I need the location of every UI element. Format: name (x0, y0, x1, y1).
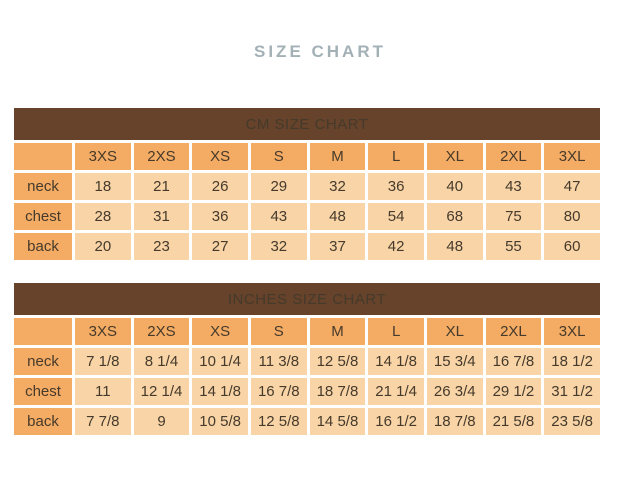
cm-table-banner-row: CM SIZE CHART (11, 105, 603, 143)
inches-size-header-row: 3XS 2XS XS S M L XL 2XL 3XL (11, 315, 603, 348)
table-cell: 42 (365, 230, 427, 263)
size-column-header: XS (189, 315, 251, 348)
table-cell: 32 (247, 230, 310, 263)
table-cell: 12 1/4 (130, 375, 193, 408)
row-label: back (11, 230, 75, 263)
size-column-header: 3XS (72, 140, 134, 173)
table-cell: 23 5/8 (541, 405, 603, 438)
table-cell: 40 (423, 170, 486, 203)
row-label: chest (11, 375, 75, 408)
size-column-header: M (306, 140, 369, 173)
table-cell: 15 3/4 (423, 345, 486, 378)
table-cell: 23 (130, 230, 193, 263)
table-row-chest: chest 28 31 36 43 48 54 68 75 80 (11, 200, 603, 233)
table-cell: 48 (306, 200, 369, 233)
table-cell: 21 5/8 (482, 405, 545, 438)
table-cell: 80 (541, 200, 603, 233)
table-cell: 60 (541, 230, 603, 263)
table-cell: 28 (72, 200, 134, 233)
row-label: neck (11, 170, 75, 203)
table-cell: 26 3/4 (423, 375, 486, 408)
table-cell: 26 (189, 170, 251, 203)
corner-cell (11, 315, 75, 348)
table-cell: 48 (423, 230, 486, 263)
table-cell: 36 (189, 200, 251, 233)
corner-cell (11, 140, 75, 173)
table-cell: 12 5/8 (247, 405, 310, 438)
table-cell: 16 1/2 (365, 405, 427, 438)
table-row-neck: neck 18 21 26 29 32 36 40 43 47 (11, 170, 603, 203)
table-cell: 9 (130, 405, 193, 438)
inches-table-title: INCHES SIZE CHART (11, 280, 603, 318)
table-cell: 31 (130, 200, 193, 233)
table-cell: 31 1/2 (541, 375, 603, 408)
table-row-chest: chest 11 12 1/4 14 1/8 16 7/8 18 7/8 21 … (11, 375, 603, 408)
table-cell: 75 (482, 200, 545, 233)
table-cell: 37 (306, 230, 369, 263)
size-column-header: L (365, 140, 427, 173)
table-cell: 68 (423, 200, 486, 233)
table-cell: 18 1/2 (541, 345, 603, 378)
table-row-back: back 7 7/8 9 10 5/8 12 5/8 14 5/8 16 1/2… (11, 405, 603, 438)
inches-size-table: INCHES SIZE CHART 3XS 2XS XS S M L XL 2X… (11, 280, 603, 438)
table-cell: 43 (247, 200, 310, 233)
size-column-header: L (365, 315, 427, 348)
cm-size-header-row: 3XS 2XS XS S M L XL 2XL 3XL (11, 140, 603, 173)
size-column-header: 3XS (72, 315, 134, 348)
page-title: SIZE CHART (254, 42, 386, 61)
row-label: back (11, 405, 75, 438)
size-column-header: 2XS (130, 140, 193, 173)
table-row-back: back 20 23 27 32 37 42 48 55 60 (11, 230, 603, 263)
size-column-header: S (247, 315, 310, 348)
table-cell: 16 7/8 (482, 345, 545, 378)
table-cell: 7 7/8 (72, 405, 134, 438)
table-cell: 14 1/8 (189, 375, 251, 408)
cm-table-title: CM SIZE CHART (11, 105, 603, 143)
table-cell: 21 1/4 (365, 375, 427, 408)
cm-size-table: CM SIZE CHART 3XS 2XS XS S M L XL 2XL 3X… (11, 105, 603, 263)
table-cell: 10 5/8 (189, 405, 251, 438)
table-cell: 11 3/8 (247, 345, 310, 378)
size-column-header: 3XL (541, 315, 603, 348)
size-column-header: 2XL (482, 315, 545, 348)
size-column-header: S (247, 140, 310, 173)
inches-table-banner-row: INCHES SIZE CHART (11, 280, 603, 318)
table-cell: 18 (72, 170, 134, 203)
table-cell: 16 7/8 (247, 375, 310, 408)
table-cell: 32 (306, 170, 369, 203)
size-column-header: XL (423, 315, 486, 348)
table-cell: 43 (482, 170, 545, 203)
table-cell: 10 1/4 (189, 345, 251, 378)
table-cell: 11 (72, 375, 134, 408)
size-column-header: 2XS (130, 315, 193, 348)
size-column-header: 3XL (541, 140, 603, 173)
table-cell: 18 7/8 (423, 405, 486, 438)
table-cell: 21 (130, 170, 193, 203)
table-cell: 14 5/8 (306, 405, 369, 438)
table-cell: 12 5/8 (306, 345, 369, 378)
table-cell: 29 1/2 (482, 375, 545, 408)
table-cell: 14 1/8 (365, 345, 427, 378)
table-cell: 36 (365, 170, 427, 203)
table-cell: 27 (189, 230, 251, 263)
row-label: chest (11, 200, 75, 233)
size-column-header: XL (423, 140, 486, 173)
table-cell: 29 (247, 170, 310, 203)
table-cell: 8 1/4 (130, 345, 193, 378)
table-cell: 47 (541, 170, 603, 203)
table-cell: 20 (72, 230, 134, 263)
row-label: neck (11, 345, 75, 378)
table-cell: 55 (482, 230, 545, 263)
size-column-header: XS (189, 140, 251, 173)
size-column-header: M (306, 315, 369, 348)
table-cell: 54 (365, 200, 427, 233)
table-cell: 7 1/8 (72, 345, 134, 378)
size-column-header: 2XL (482, 140, 545, 173)
table-row-neck: neck 7 1/8 8 1/4 10 1/4 11 3/8 12 5/8 14… (11, 345, 603, 378)
table-cell: 18 7/8 (306, 375, 369, 408)
